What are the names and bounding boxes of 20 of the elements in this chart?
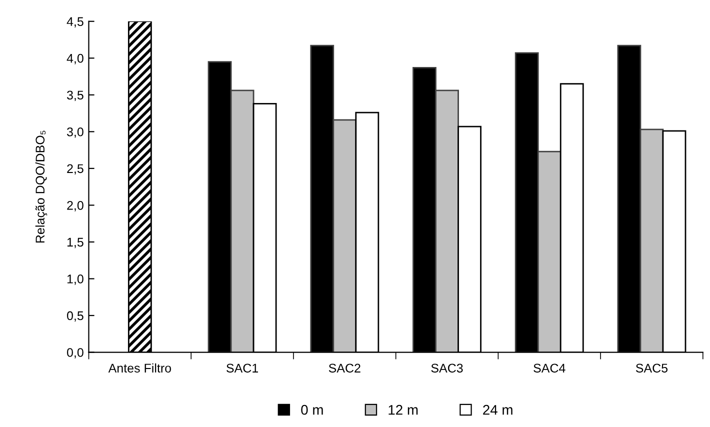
- y-tick-label: 0,5: [67, 311, 84, 322]
- y-tick-label: 4,0: [66, 54, 84, 64]
- y-tick-label: 3,0: [66, 127, 84, 138]
- x-tick-label: Antes Filtro: [108, 363, 172, 373]
- y-tick-label: 2,5: [67, 164, 84, 175]
- legend-label: 0 m: [301, 404, 323, 415]
- y-axis-title: Relação DQO/DBO₅: [35, 130, 48, 242]
- y-tick-label: 3,5: [66, 90, 84, 102]
- x-tick-label: SAC5: [636, 364, 668, 373]
- y-tick-label: 4,5: [66, 17, 84, 28]
- y-tick-label: 0,0: [67, 348, 84, 358]
- legend-label: 24 m: [483, 404, 512, 415]
- x-tick-label: SAC1: [226, 364, 258, 373]
- legend-label: 12 m: [388, 404, 418, 415]
- x-tick-label: SAC4: [534, 364, 566, 373]
- x-tick-label: SAC2: [328, 364, 360, 373]
- y-tick-label: 1,5: [67, 238, 84, 248]
- y-tick-label: 2,0: [67, 201, 84, 212]
- x-tick-label: SAC3: [431, 364, 463, 373]
- y-tick-label: 1,0: [67, 274, 84, 285]
